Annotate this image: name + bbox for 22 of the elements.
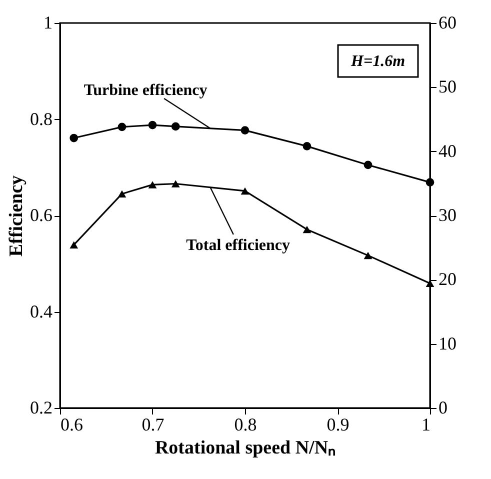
y-tick-label: 1 (44, 12, 52, 32)
y2-tick-label: 30 (438, 205, 456, 225)
y2-tick-label: 0 (438, 398, 448, 418)
x-tick-label: 1 (422, 414, 430, 434)
y-tick-label: 0.6 (30, 205, 52, 225)
series-label: Turbine efficiency (84, 82, 208, 99)
y2-tick-label: 40 (438, 140, 456, 161)
y2-tick-label: 50 (438, 76, 456, 97)
x-tick-label: 0.7 (142, 414, 164, 434)
y-axis-title: Efficiency (6, 174, 27, 257)
x-axis-title: Rotational speed N/Nₙ (154, 438, 336, 458)
y2-tick-label: 10 (438, 333, 456, 354)
x-tick-label: 0.8 (234, 414, 257, 434)
y2-tick-label: 60 (438, 12, 456, 32)
y2-tick-label: 20 (438, 269, 456, 290)
y-tick-label: 0.4 (30, 301, 52, 322)
x-tick-label: 0.6 (60, 414, 83, 434)
y-tick-label: 0.8 (30, 108, 52, 129)
annotation: H=1.6m (350, 53, 406, 70)
x-tick-label: 0.9 (326, 414, 350, 434)
series-label: Total efficiency (186, 237, 290, 254)
y-tick-label: 0.2 (30, 398, 52, 418)
